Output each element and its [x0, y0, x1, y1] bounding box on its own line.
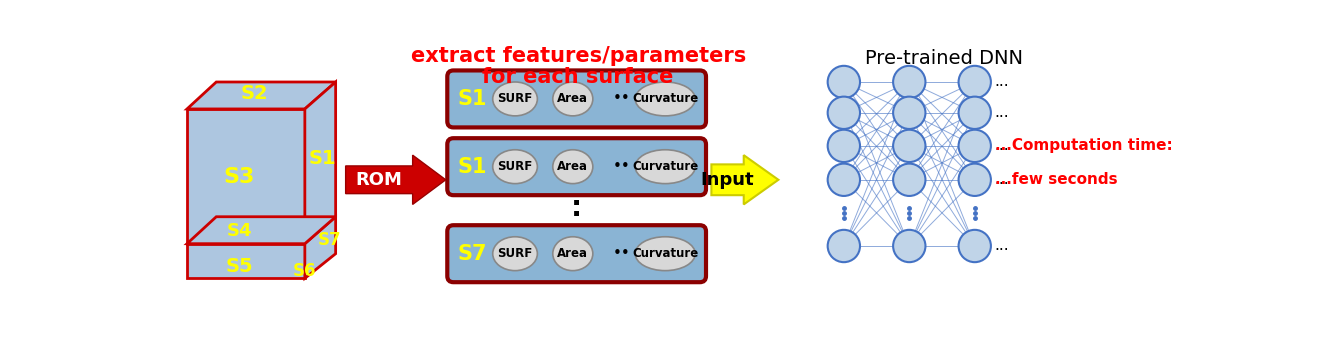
- Text: ROM: ROM: [356, 171, 403, 189]
- Text: Area: Area: [558, 93, 588, 105]
- Polygon shape: [305, 217, 336, 278]
- Ellipse shape: [959, 230, 991, 262]
- Text: ...: ...: [995, 138, 1010, 153]
- Ellipse shape: [635, 237, 695, 271]
- Text: ...: ...: [995, 172, 1010, 187]
- Text: Area: Area: [558, 247, 588, 260]
- Ellipse shape: [894, 230, 926, 262]
- Text: ...: ...: [995, 74, 1010, 89]
- Ellipse shape: [827, 130, 860, 162]
- Text: extract features/parameters: extract features/parameters: [411, 46, 746, 66]
- Text: :: :: [571, 194, 582, 221]
- Text: S3: S3: [224, 167, 255, 187]
- Text: S6: S6: [293, 262, 316, 280]
- Text: ••: ••: [612, 91, 630, 106]
- Text: S7: S7: [458, 244, 487, 264]
- Ellipse shape: [492, 150, 538, 184]
- Text: ...: ...: [995, 239, 1010, 253]
- Ellipse shape: [635, 150, 695, 184]
- Ellipse shape: [827, 230, 860, 262]
- Ellipse shape: [827, 164, 860, 196]
- Ellipse shape: [552, 82, 592, 116]
- Text: for each surface: for each surface: [483, 67, 674, 87]
- Text: S1: S1: [458, 89, 487, 109]
- Text: S7: S7: [317, 231, 342, 249]
- Ellipse shape: [959, 66, 991, 98]
- Ellipse shape: [894, 130, 926, 162]
- Text: S1: S1: [458, 157, 487, 177]
- Text: S2: S2: [241, 84, 268, 103]
- Ellipse shape: [959, 164, 991, 196]
- Polygon shape: [346, 155, 446, 204]
- Text: Pre-trained DNN: Pre-trained DNN: [864, 49, 1023, 68]
- Polygon shape: [305, 82, 336, 244]
- FancyBboxPatch shape: [447, 225, 706, 282]
- Text: Curvature: Curvature: [632, 160, 698, 173]
- Polygon shape: [187, 109, 305, 244]
- Text: ...: ...: [995, 105, 1010, 120]
- Text: SURF: SURF: [498, 160, 532, 173]
- Text: S5: S5: [225, 257, 253, 276]
- Ellipse shape: [894, 96, 926, 129]
- Text: ••: ••: [612, 159, 630, 174]
- Text: Curvature: Curvature: [632, 247, 698, 260]
- Polygon shape: [187, 217, 336, 244]
- Text: Area: Area: [558, 160, 588, 173]
- Text: SURF: SURF: [498, 93, 532, 105]
- Ellipse shape: [894, 66, 926, 98]
- Text: ...Computation time:: ...Computation time:: [995, 138, 1173, 153]
- Ellipse shape: [894, 164, 926, 196]
- FancyBboxPatch shape: [447, 70, 706, 127]
- Ellipse shape: [492, 82, 538, 116]
- FancyBboxPatch shape: [447, 138, 706, 195]
- Ellipse shape: [959, 96, 991, 129]
- Ellipse shape: [827, 96, 860, 129]
- Text: Curvature: Curvature: [632, 93, 698, 105]
- Ellipse shape: [492, 237, 538, 271]
- Ellipse shape: [552, 150, 592, 184]
- Ellipse shape: [635, 82, 695, 116]
- Ellipse shape: [552, 237, 592, 271]
- Text: S4: S4: [227, 221, 252, 240]
- Polygon shape: [711, 155, 778, 204]
- Text: ••: ••: [612, 246, 630, 261]
- Polygon shape: [187, 244, 305, 278]
- Text: Input: Input: [700, 171, 755, 189]
- Polygon shape: [187, 82, 336, 109]
- Ellipse shape: [827, 66, 860, 98]
- Text: ...few seconds: ...few seconds: [995, 172, 1118, 187]
- Ellipse shape: [959, 130, 991, 162]
- Text: S1: S1: [308, 150, 336, 168]
- Text: SURF: SURF: [498, 247, 532, 260]
